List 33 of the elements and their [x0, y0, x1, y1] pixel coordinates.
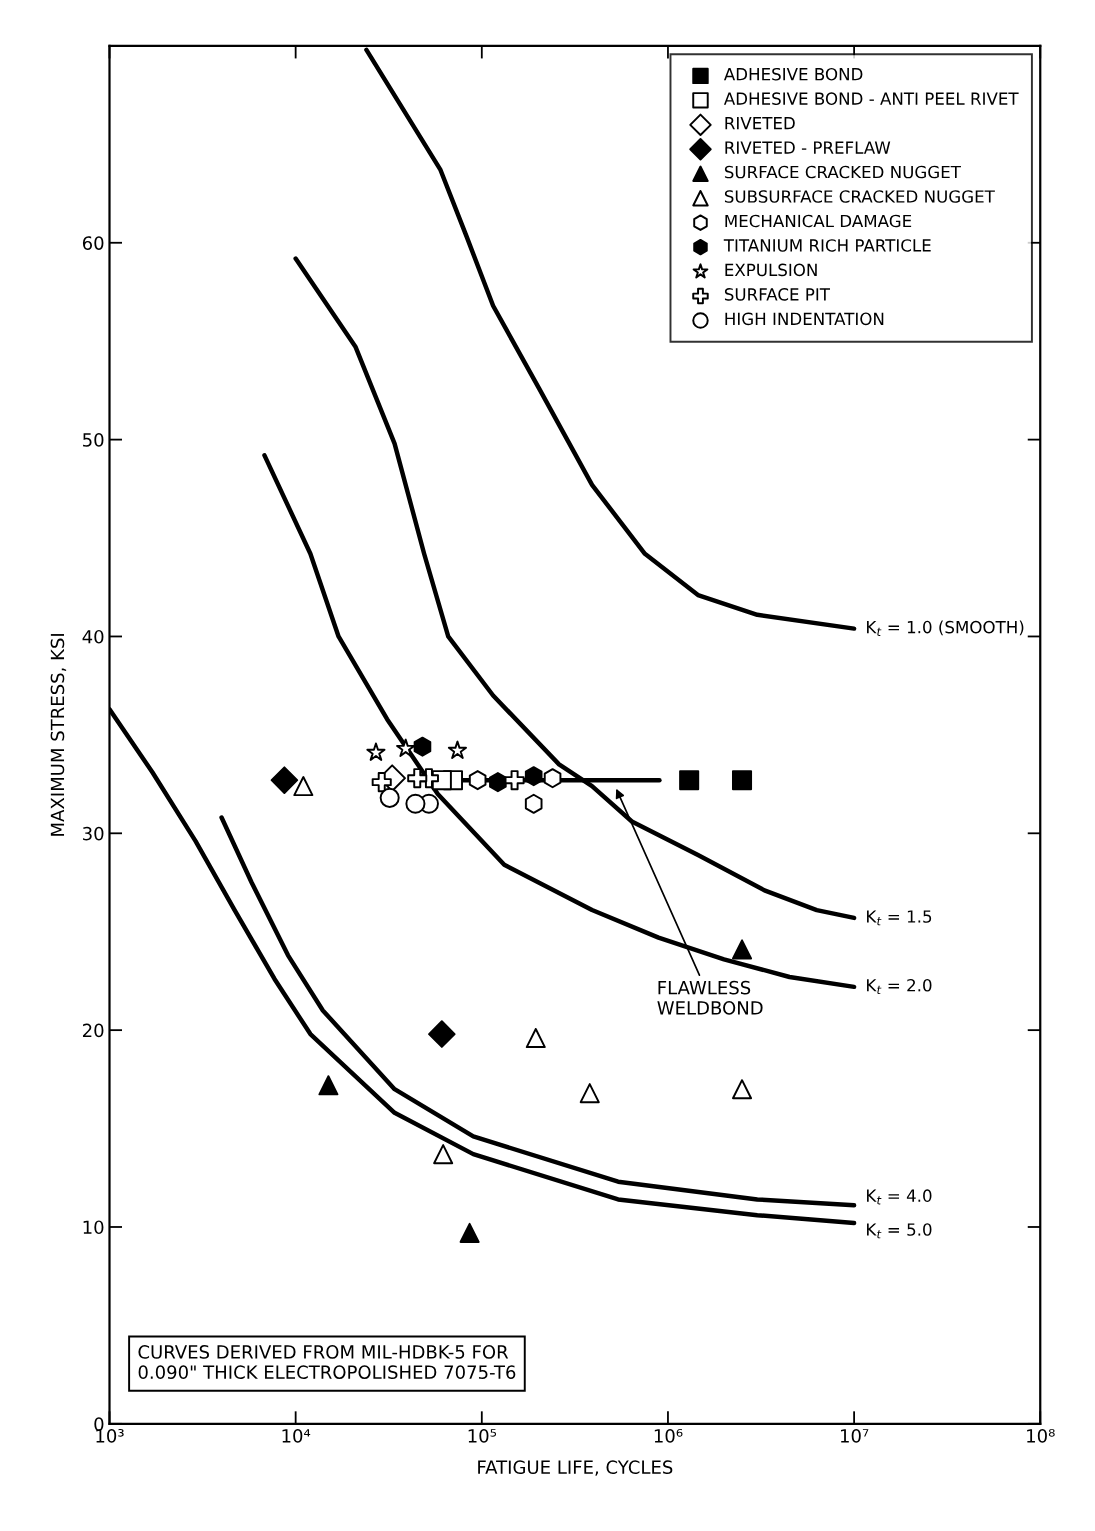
annotation: CURVES DERIVED FROM MIL-HDBK-5 FOR 0.090" THICK ELECTROPOLISHED 7075-T6: [138, 1345, 516, 1379]
legend-label: ADHESIVE BOND: [723, 67, 863, 81]
x-tick-label: 10⁷: [840, 1429, 869, 1443]
x-tick-label: 10⁴: [282, 1429, 311, 1443]
legend-label: TITANIUM RICH PARTICLE: [723, 239, 931, 252]
y-tick-label: 50: [83, 433, 104, 447]
y-tick-label: 30: [83, 826, 104, 841]
x-axis-title: FATIGUE LIFE, CYCLES: [478, 1460, 673, 1476]
annotation: FLAWLESS WELDBOND: [657, 980, 763, 1015]
series-label: K$_{t}$ = 1.5: [867, 910, 932, 926]
legend-label: RIVETED - PREFLAW: [725, 141, 891, 154]
series-label: K$_{t}$ = 4.0: [867, 1189, 932, 1205]
series-label: K$_{t}$ = 1.0 (SMOOTH): [867, 620, 1024, 636]
legend-label: SURFACE CRACKED NUGGET: [724, 165, 961, 179]
legend-label: SUBSURFACE CRACKED NUGGET: [724, 190, 995, 203]
y-tick-label: 40: [82, 629, 104, 644]
legend-label: RIVETED: [725, 117, 795, 130]
series-label: K$_{t}$ = 5.0: [867, 1223, 932, 1239]
y-tick-label: 10: [83, 1220, 104, 1235]
legend-label: ADHESIVE BOND - ANTI PEEL RIVET: [723, 92, 1019, 105]
y-tick-label: 20: [82, 1023, 104, 1038]
x-tick-label: 10⁸: [1027, 1429, 1055, 1443]
legend-label: HIGH INDENTATION: [725, 312, 884, 326]
series-label: K$_{t}$ = 2.0: [867, 978, 932, 995]
legend-label: SURFACE PIT: [724, 288, 831, 301]
x-tick-label: 10⁵: [468, 1429, 497, 1443]
legend-label: MECHANICAL DAMAGE: [725, 214, 912, 228]
y-tick-label: 0: [94, 1417, 104, 1431]
y-axis-title: MAXIMUM STRESS, KSI: [50, 634, 67, 836]
legend-label: EXPULSION: [725, 263, 817, 277]
x-tick-label: 10³: [96, 1429, 124, 1443]
x-tick-label: 10⁶: [654, 1429, 683, 1443]
y-tick-label: 60: [82, 236, 104, 250]
